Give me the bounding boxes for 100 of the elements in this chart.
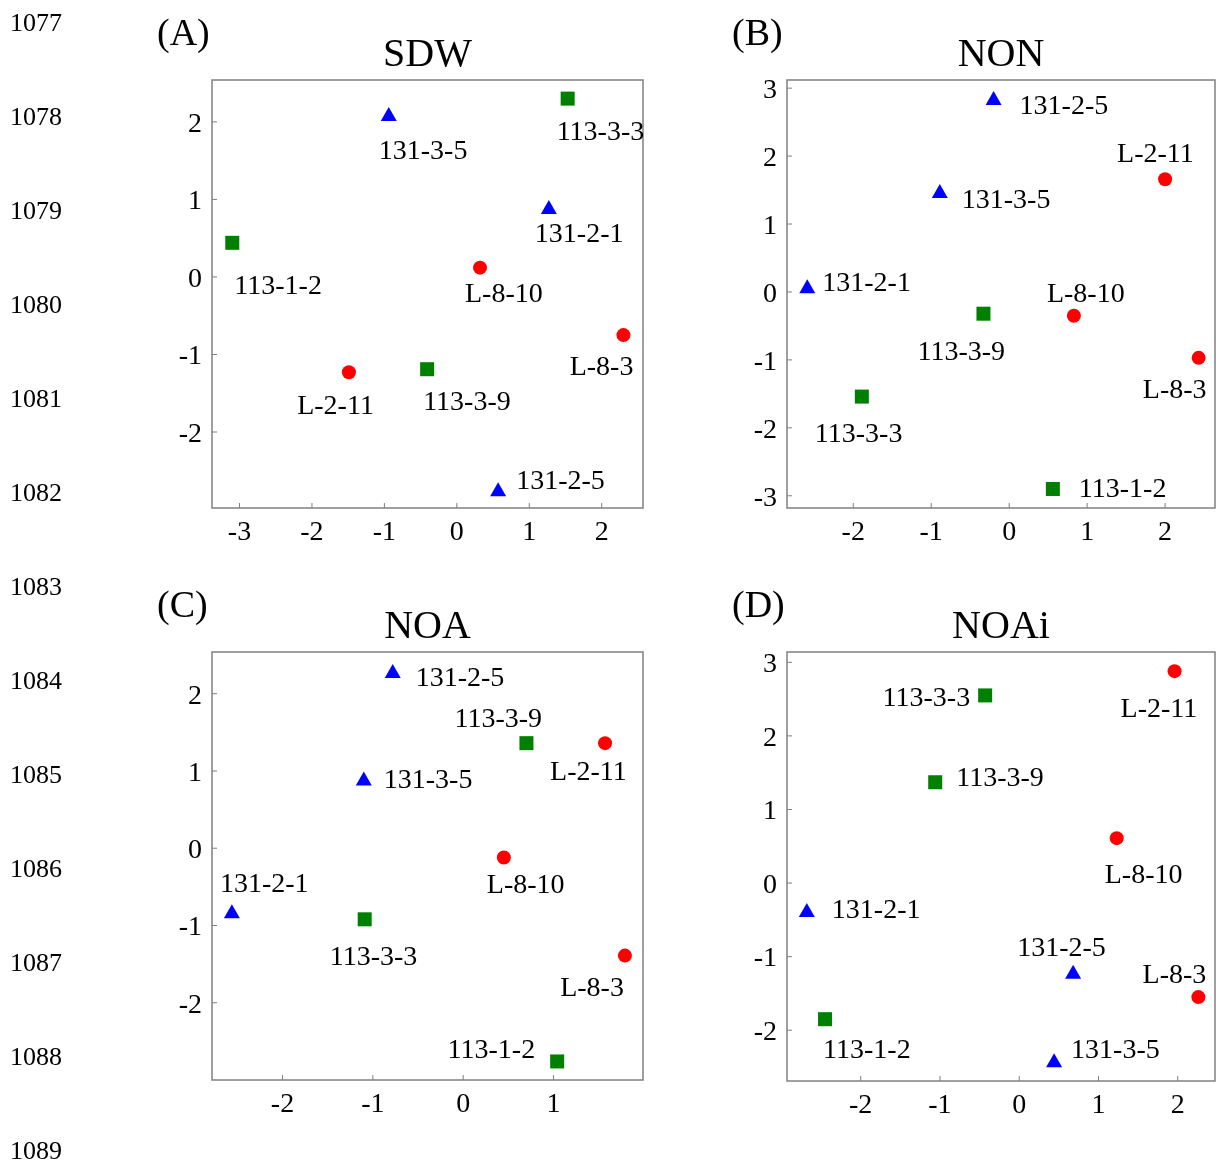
annotation: 113-3-3 [882, 681, 971, 713]
annotation: L-8-3 [569, 350, 634, 382]
annotation: L-8-3 [560, 970, 624, 1002]
point [355, 771, 372, 786]
point [928, 775, 943, 790]
annotation: 131-3-5 [378, 133, 468, 165]
point [490, 482, 507, 497]
annotation: L-8-3 [1142, 958, 1207, 990]
point [1158, 172, 1173, 187]
text: 1083 [10, 572, 62, 602]
x-tick-label: 2 [1170, 1088, 1185, 1119]
annotation: 131-2-1 [219, 867, 309, 899]
y-tick-label: 0 [763, 867, 777, 899]
text: (D) [732, 583, 785, 626]
y-tick-label: 3 [763, 72, 777, 104]
point [560, 91, 575, 106]
annotation: 131-3-5 [383, 763, 473, 795]
y-tick-label: 0 [763, 276, 777, 308]
annotation: 113-3-3 [556, 114, 645, 146]
x-tick-label: -1 [372, 515, 397, 546]
x-tick-label: -2 [300, 515, 324, 546]
text: (C) [157, 583, 208, 626]
annotation: 131-2-1 [831, 893, 921, 925]
annotation: 113-1-2 [1078, 471, 1167, 503]
point [1066, 308, 1081, 323]
chart-title: NON [957, 30, 1045, 75]
x-tick-label: -2 [270, 1087, 295, 1118]
point [818, 1012, 833, 1027]
point [225, 235, 240, 250]
annotation: L-2-11 [1120, 692, 1198, 724]
text: 1077 [10, 8, 62, 38]
x-tick-label: 1 [522, 515, 537, 546]
y-tick-label: 0 [188, 261, 202, 293]
annotation: 113-3-9 [917, 334, 1006, 366]
point [799, 279, 816, 294]
point [380, 106, 397, 121]
text: 1081 [10, 384, 62, 414]
text: (A) [157, 11, 210, 54]
text: 1086 [10, 854, 62, 884]
point [496, 850, 511, 865]
x-tick-label: 0 [1012, 1088, 1027, 1119]
x-tick-label: 2 [1158, 515, 1173, 546]
point [1109, 831, 1124, 846]
annotation: L-2-11 [1117, 137, 1194, 169]
annotation: 113-1-2 [447, 1033, 536, 1065]
text: 1079 [10, 196, 62, 226]
x-tick-label: 0 [449, 515, 464, 546]
y-tick-label: 3 [763, 647, 777, 679]
y-tick-label: 1 [188, 184, 202, 216]
point [223, 904, 240, 919]
annotation: 131-2-5 [516, 464, 605, 496]
point [598, 736, 613, 751]
y-tick-label: -1 [178, 910, 202, 942]
annotation: 131-2-5 [415, 661, 505, 693]
text: 1080 [10, 290, 62, 320]
annotation: 113-3-3 [814, 416, 903, 448]
x-tick-label: 1 [546, 1087, 561, 1118]
annotation: L-2-11 [297, 389, 374, 421]
x-tick-label: 2 [594, 515, 609, 546]
y-tick-label: -1 [753, 344, 777, 376]
annotation: 113-3-9 [956, 761, 1044, 793]
annotation: 131-2-1 [822, 266, 911, 298]
x-tick-label: 0 [456, 1087, 471, 1118]
annotation: 131-3-5 [961, 183, 1051, 215]
point [1065, 964, 1082, 979]
text: 1084 [10, 666, 62, 696]
annotation: 131-2-1 [534, 216, 624, 248]
point [1191, 990, 1206, 1005]
text: 1088 [10, 1042, 62, 1072]
y-tick-label: -1 [753, 941, 777, 973]
x-tick-label: -1 [919, 515, 943, 546]
point [540, 199, 557, 214]
x-tick-label: -3 [227, 515, 252, 546]
x-tick-label: 0 [1002, 515, 1017, 546]
point [978, 688, 993, 703]
annotation: 113-3-3 [329, 940, 418, 972]
x-tick-label: 1 [1080, 515, 1095, 546]
annotation: 131-3-5 [1071, 1033, 1160, 1065]
chart-title: NOAi [952, 602, 1050, 647]
y-tick-label: 2 [763, 140, 777, 172]
y-tick-label: -2 [178, 416, 202, 448]
y-tick-label: 1 [188, 755, 202, 787]
point [931, 184, 948, 199]
x-tick-label: -1 [928, 1088, 952, 1119]
point [985, 91, 1002, 106]
y-tick-label: -1 [178, 339, 202, 371]
point [798, 903, 815, 918]
point [420, 362, 435, 377]
point [519, 736, 534, 751]
point [357, 912, 372, 927]
annotation: L-2-11 [550, 755, 627, 787]
text: 1082 [10, 478, 62, 508]
y-tick-label: -2 [753, 412, 777, 444]
y-tick-label: 0 [188, 833, 202, 865]
y-tick-label: -2 [753, 1015, 777, 1047]
y-tick-label: 2 [188, 678, 202, 710]
text: 1089 [10, 1136, 62, 1164]
point [854, 389, 869, 404]
y-tick-label: -2 [178, 987, 202, 1019]
annotation: L-8-10 [1104, 858, 1183, 890]
